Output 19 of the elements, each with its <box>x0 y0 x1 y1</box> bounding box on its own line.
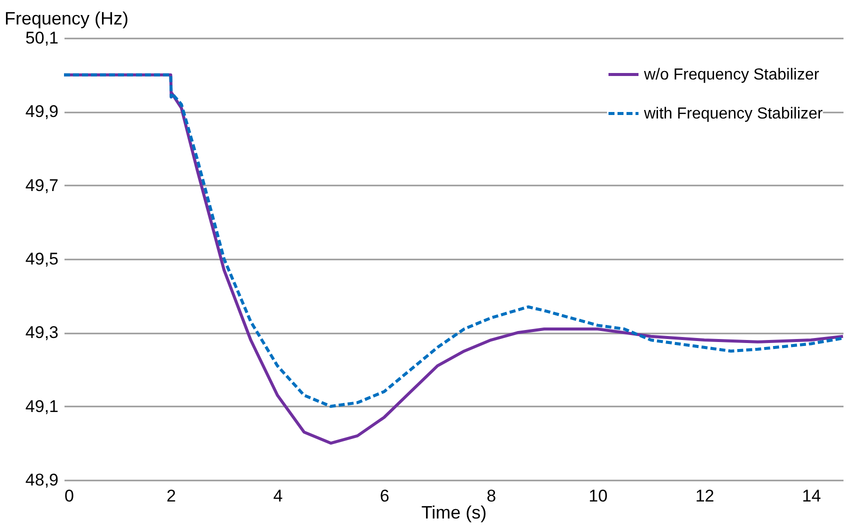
x-tick-label: 8 <box>486 486 496 506</box>
y-tick-label: 48,9 <box>25 470 58 490</box>
x-axis-title: Time (s) <box>421 502 487 522</box>
y-tick-label: 50,1 <box>25 28 58 48</box>
x-tick-label: 6 <box>380 486 390 506</box>
y-tick-label: 49,5 <box>25 250 58 268</box>
y-tick-label: 49,3 <box>25 323 58 342</box>
legend-label: with Frequency Stabilizer <box>643 106 824 122</box>
x-tick-label: 14 <box>802 486 821 506</box>
x-tick-label: 0 <box>64 486 74 506</box>
y-tick-label: 49,1 <box>25 396 58 416</box>
y-axis-title: Frequency (Hz) <box>4 8 129 28</box>
x-tick-label: 10 <box>588 486 608 506</box>
y-tick-label: 49,7 <box>25 176 58 195</box>
x-tick-label: 2 <box>166 486 176 506</box>
x-tick-label: 4 <box>273 486 283 506</box>
y-tick-label: 49,9 <box>25 102 58 122</box>
legend-label: w/o Frequency Stabilizer <box>643 66 820 84</box>
x-tick-label: 12 <box>695 486 714 506</box>
